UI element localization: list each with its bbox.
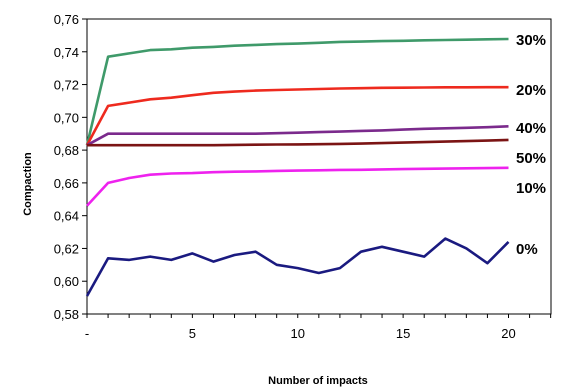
axes xyxy=(82,18,552,318)
x-tick-label: - xyxy=(85,326,89,341)
y-tick-label: 0,72 xyxy=(54,78,79,93)
series-line-10pct xyxy=(86,166,509,207)
series-line-0pct xyxy=(85,237,510,297)
y-tick-label: 0,74 xyxy=(54,45,79,60)
series-label-10pct: 10% xyxy=(516,180,546,197)
y-axis-title: Compaction xyxy=(22,152,34,216)
series-line-20pct xyxy=(85,85,509,146)
y-tick-label: 0,70 xyxy=(54,110,79,125)
series-label-30pct: 30% xyxy=(516,32,546,49)
series-label-50pct: 50% xyxy=(516,150,546,167)
y-tick-label: 0,58 xyxy=(54,307,79,322)
series-line-40pct xyxy=(86,125,509,147)
series-labels: 30% 20% 40% 50% 10% 0% xyxy=(516,32,546,258)
y-tick-label: 0,64 xyxy=(54,209,79,224)
series-line-50pct xyxy=(87,138,509,147)
series-label-20pct: 20% xyxy=(516,82,546,99)
x-tick-label: 15 xyxy=(396,326,410,341)
y-tick-label: 0,60 xyxy=(54,274,79,289)
y-tick-label: 0,76 xyxy=(54,12,79,27)
x-axis-title: Number of impacts xyxy=(268,375,368,387)
y-tick-label: 0,66 xyxy=(54,176,79,191)
series-label-0pct: 0% xyxy=(516,241,538,258)
series-label-40pct: 40% xyxy=(516,120,546,137)
x-tick-label: 10 xyxy=(291,326,305,341)
plot-frame xyxy=(86,18,552,315)
plot-area xyxy=(86,18,552,315)
x-tick-label: 20 xyxy=(501,326,515,341)
tick-labels: 0,58 0,60 0,62 0,64 0,66 0,68 0,70 0,72 0,74 0,76… xyxy=(54,12,516,341)
y-tick-label: 0,68 xyxy=(54,143,79,158)
x-tick-label: 5 xyxy=(189,326,196,341)
y-tick-label: 0,62 xyxy=(54,241,79,256)
series-lines xyxy=(85,37,510,297)
series-line-30pct xyxy=(85,37,509,146)
